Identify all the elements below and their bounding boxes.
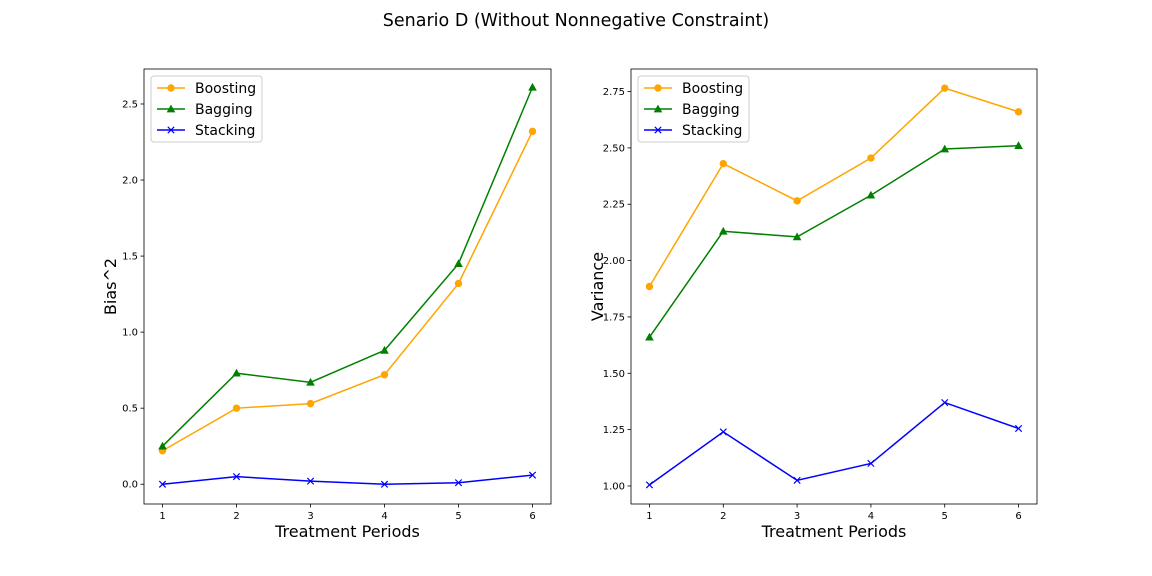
data-point-bagging <box>528 82 537 91</box>
data-point-stacking <box>528 471 537 479</box>
x-axis-label: Treatment Periods <box>274 522 420 541</box>
legend-box <box>637 75 750 143</box>
x-tick-label: 1 <box>646 511 652 522</box>
legend-marker-stacking <box>167 126 175 134</box>
bias-chart: 1 2 3 4 5 6 0.0 0.5 1.0 1.5 2.0 2.5 Treatment Period… <box>101 68 552 541</box>
legend-label-bagging: Bagging <box>195 102 253 118</box>
x-tick-label: 4 <box>868 511 874 522</box>
plot-frame <box>143 68 552 505</box>
legend-label-bagging: Bagging <box>682 102 740 118</box>
y-axis-label: Bias^2 <box>101 258 120 315</box>
y-tick-label: 2.75 <box>603 87 625 98</box>
data-point-boosting <box>306 399 315 408</box>
data-point-stacking <box>645 481 654 489</box>
data-point-boosting <box>1014 108 1023 116</box>
data-point-stacking <box>793 476 801 484</box>
legend-label-boosting: Boosting <box>682 81 743 97</box>
plot-frame <box>630 68 1038 505</box>
data-point-boosting <box>380 371 389 379</box>
series-line-bagging <box>161 86 534 447</box>
legend-marker-bagging <box>166 104 176 113</box>
series-line-stacking <box>649 401 1019 486</box>
data-point-stacking <box>454 479 463 487</box>
figure-title: Senario D (Without Nonnegative Constrain… <box>383 11 769 31</box>
y-tick-label: 1.25 <box>603 425 625 436</box>
y-tick-label: 0.5 <box>122 404 138 415</box>
data-point-stacking <box>1014 424 1023 433</box>
series-line-bagging <box>648 144 1019 338</box>
data-point-stacking <box>867 459 875 468</box>
y-tick-label: 2.25 <box>603 200 625 211</box>
y-tick-label: 1.75 <box>603 312 625 323</box>
legend-box <box>150 75 263 143</box>
data-point-stacking <box>306 477 315 485</box>
y-tick-label: 1.00 <box>603 481 625 492</box>
legend-label-boosting: Boosting <box>195 81 256 97</box>
data-point-stacking <box>232 472 241 481</box>
x-tick-label: 2 <box>720 511 726 522</box>
y-axis-label: Variance <box>588 252 607 321</box>
legend-label-stacking: Stacking <box>682 123 742 139</box>
y-tick-label: 1.0 <box>122 328 138 339</box>
data-point-boosting <box>793 197 801 205</box>
legend-marker-bagging <box>653 104 663 113</box>
data-point-stacking <box>719 428 727 436</box>
data-point-bagging <box>792 232 802 241</box>
y-tick-label: 2.0 <box>122 176 138 187</box>
x-tick-label: 5 <box>942 511 948 522</box>
data-point-boosting <box>528 127 537 136</box>
variance-chart: 1 2 3 4 5 6 1.00 1.25 1.50 1.75 2.00 2.25 2.50 2.75 Tr… <box>588 68 1038 541</box>
data-point-stacking <box>158 480 167 488</box>
x-tick-label: 4 <box>381 511 387 522</box>
x-tick-label: 3 <box>794 511 800 522</box>
y-tick-label: 2.00 <box>603 256 625 267</box>
legend-marker-stacking <box>654 126 662 134</box>
y-tick-label: 2.50 <box>603 143 625 154</box>
series-line-stacking <box>162 474 533 485</box>
series-line-boosting <box>162 131 534 452</box>
x-tick-label: 1 <box>159 511 165 522</box>
data-point-boosting <box>941 84 949 92</box>
data-point-bagging <box>306 377 315 386</box>
data-point-boosting <box>232 404 241 412</box>
y-tick-label: 0.0 <box>122 480 138 491</box>
y-tick-label: 1.50 <box>603 369 625 380</box>
x-axis-label: Treatment Periods <box>761 522 907 541</box>
data-point-bagging <box>940 144 950 153</box>
data-point-boosting <box>719 159 727 168</box>
x-tick-label: 3 <box>307 511 313 522</box>
data-point-boosting <box>454 279 463 288</box>
data-point-boosting <box>645 282 654 291</box>
data-point-bagging <box>232 368 241 377</box>
x-tick-label: 2 <box>233 511 239 522</box>
legend-marker-boosting <box>167 84 175 92</box>
y-tick-label: 1.5 <box>122 252 138 263</box>
data-point-bagging <box>380 345 389 354</box>
data-point-stacking <box>941 398 949 407</box>
series-line-boosting <box>648 87 1019 287</box>
data-point-stacking <box>380 480 389 488</box>
data-point-bagging <box>718 226 728 235</box>
x-tick-label: 5 <box>455 511 461 522</box>
legend-label-stacking: Stacking <box>195 123 255 139</box>
data-point-bagging <box>454 259 463 268</box>
data-point-bagging <box>645 332 654 341</box>
x-tick-label: 6 <box>1015 511 1021 522</box>
data-point-bagging <box>1014 141 1023 149</box>
data-point-boosting <box>867 154 875 162</box>
y-tick-label: 2.5 <box>122 99 138 110</box>
x-tick-label: 6 <box>529 511 535 522</box>
legend-marker-boosting <box>654 84 662 92</box>
data-point-bagging <box>866 190 876 199</box>
data-point-bagging <box>158 441 167 450</box>
